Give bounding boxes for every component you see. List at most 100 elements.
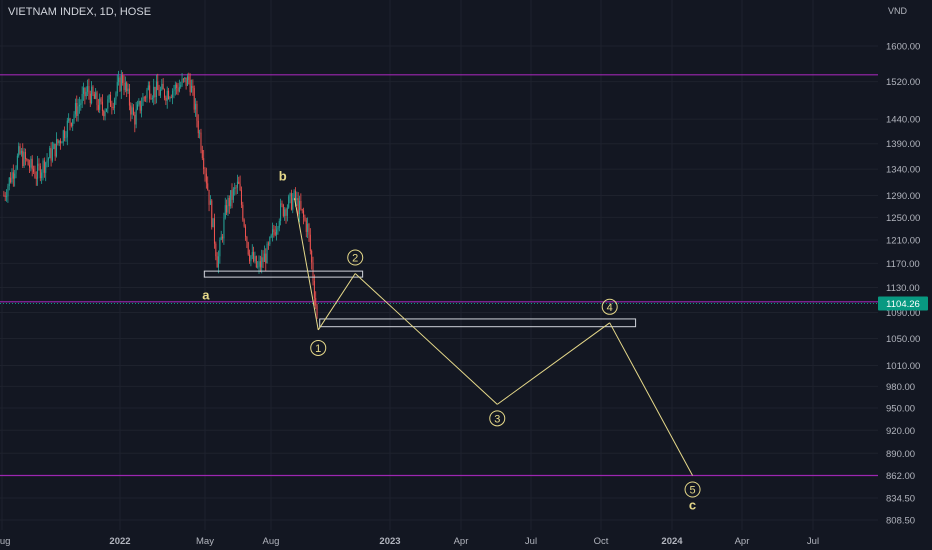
wave-segment[interactable] <box>496 322 610 405</box>
price-axis[interactable]: 1600.00 1520.00 1440.00 1390.00 1340.00 1290.… <box>878 0 932 550</box>
y-tick-label: 1340.00 <box>886 165 920 176</box>
candle-body <box>192 85 194 89</box>
candle-body <box>95 92 97 99</box>
candle-body <box>11 172 13 183</box>
candle-body <box>222 236 224 239</box>
candle-body <box>242 204 244 220</box>
candle-body <box>6 196 8 198</box>
candle-body <box>170 97 172 99</box>
candle-body <box>100 98 102 102</box>
candle-body <box>297 198 299 215</box>
candle-body <box>207 183 209 190</box>
wave-segment[interactable] <box>354 273 498 405</box>
candle-body <box>191 85 193 93</box>
candle-body <box>29 165 31 168</box>
candle-body <box>66 120 68 138</box>
candle-body <box>107 99 109 109</box>
candle-body <box>272 229 274 235</box>
y-tick-label: 1170.00 <box>886 259 920 270</box>
candle-body <box>54 143 56 157</box>
x-tick-label: Aug <box>0 536 10 547</box>
candle-body <box>304 217 306 221</box>
x-tick-label: 2023 <box>379 536 400 547</box>
candle-body <box>176 84 178 89</box>
candle-body <box>188 76 190 80</box>
candle-body <box>41 172 43 179</box>
currency-label: VND <box>888 6 908 16</box>
candle-body <box>154 86 156 98</box>
candle-body <box>212 218 214 228</box>
candle-body <box>19 146 21 154</box>
candle-body <box>58 140 60 144</box>
candle-body <box>215 243 217 257</box>
wave-label-circle <box>310 339 327 356</box>
y-tick-label: 950.00 <box>886 404 915 415</box>
candle-body <box>135 109 137 125</box>
wave-labels: 1 2 3 4 5 a b c <box>202 168 701 513</box>
candle-body <box>257 266 259 268</box>
candle-body <box>301 208 303 211</box>
candle-body <box>130 105 132 115</box>
wave-segment[interactable] <box>317 273 356 331</box>
y-tick-label: 1290.00 <box>886 191 920 202</box>
candle-body <box>235 187 237 189</box>
candle-body <box>189 79 191 93</box>
candle-body <box>211 200 213 228</box>
candle-body <box>285 209 287 216</box>
candle-body <box>65 137 67 139</box>
candle-body <box>51 148 53 161</box>
candle-body <box>251 252 253 256</box>
candle-body <box>273 229 275 233</box>
candle-body <box>8 177 10 187</box>
candle-body <box>88 86 90 94</box>
candle-body <box>234 187 236 189</box>
time-axis[interactable]: Aug 2022 May Aug 2023 Apr Jul Oct 2024 Apr Jul <box>0 530 932 550</box>
x-tick-label: Jul <box>807 536 819 547</box>
candle-body <box>249 254 251 262</box>
candle-body <box>186 76 188 86</box>
candle-body <box>197 120 199 134</box>
candle-body <box>114 99 116 108</box>
candle-body <box>4 195 6 197</box>
candle-body <box>270 234 272 238</box>
y-tick-label: 1520.00 <box>886 77 920 88</box>
candle-body <box>216 256 218 268</box>
candle-body <box>262 257 264 262</box>
candle-body <box>147 85 149 90</box>
zone-rectangle[interactable] <box>203 270 364 278</box>
wave-segment[interactable] <box>294 198 319 331</box>
candle-body <box>269 237 271 245</box>
candle-body <box>274 232 276 235</box>
candle-body <box>131 107 133 115</box>
candle-body <box>204 169 206 174</box>
wave-label-2: 2 <box>352 253 358 265</box>
x-tick-label: May <box>196 536 214 547</box>
rectangle-zones <box>203 270 637 328</box>
candle-body <box>84 87 86 97</box>
x-tick-label: Aug <box>263 536 280 547</box>
wave-segment[interactable] <box>609 322 693 476</box>
candle-body <box>143 97 145 99</box>
candle-body <box>120 75 122 91</box>
candle-body <box>97 105 99 110</box>
candle-body <box>99 98 101 110</box>
candle-body <box>195 103 197 110</box>
candle-body <box>263 253 265 262</box>
candle-body <box>64 130 66 138</box>
last-price-label: 1104.26 <box>886 299 920 310</box>
candle-body <box>45 162 47 173</box>
candle-body <box>168 90 170 99</box>
candle-body <box>277 227 279 230</box>
wave-label-b: b <box>279 168 287 183</box>
candle-body <box>57 139 59 144</box>
candle-body <box>218 256 220 268</box>
candle-body <box>254 256 256 262</box>
candle-body <box>72 119 74 126</box>
y-tick-label: 1130.00 <box>886 283 920 294</box>
candle-body <box>201 150 203 159</box>
candle-body <box>208 189 210 205</box>
candle-body <box>158 90 160 96</box>
candle-body <box>228 197 230 207</box>
zone-rectangle[interactable] <box>319 318 637 328</box>
